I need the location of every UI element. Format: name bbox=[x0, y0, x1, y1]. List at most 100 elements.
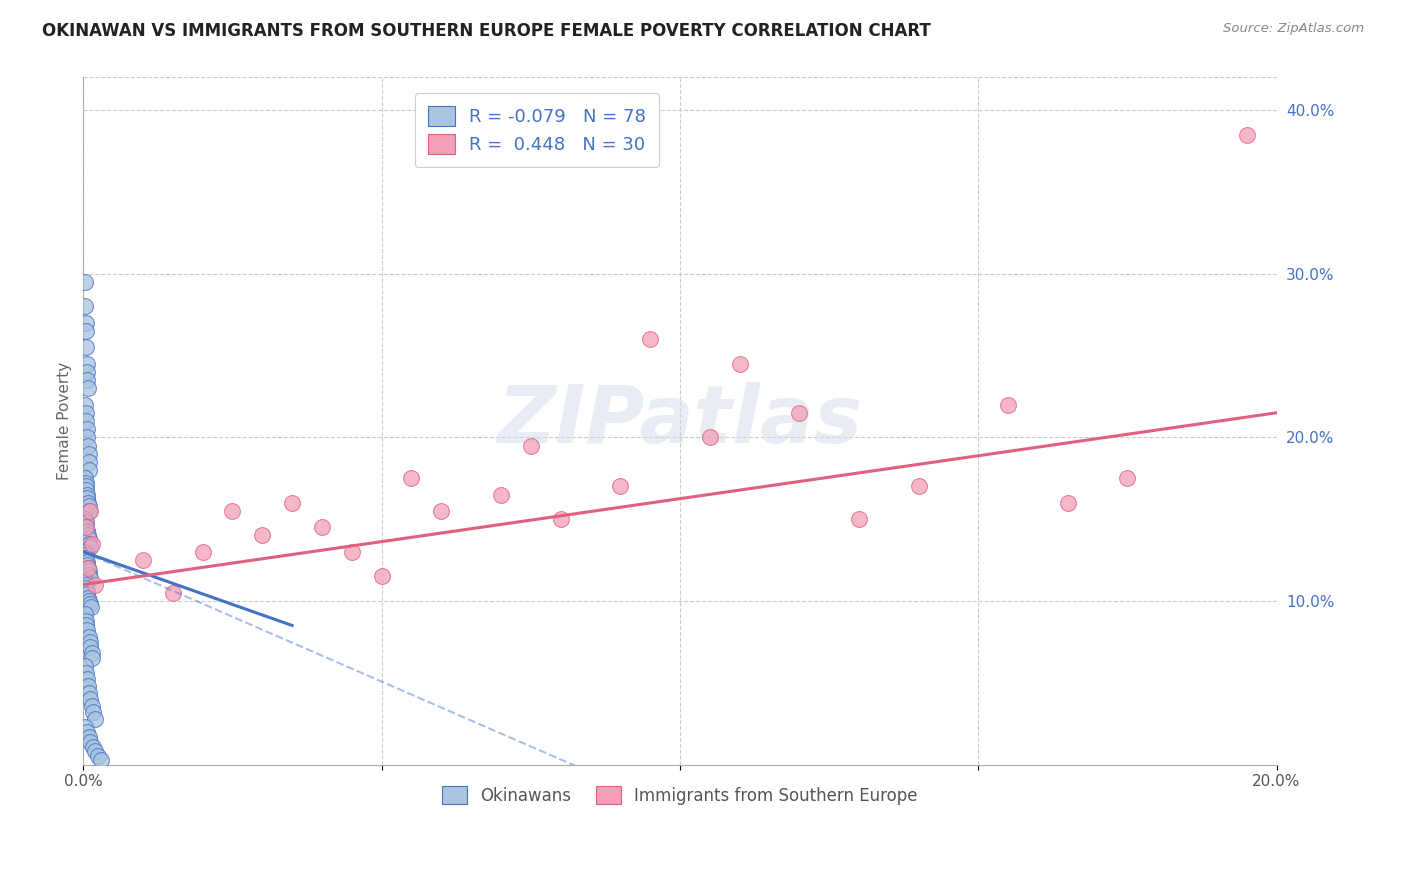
Point bbox=[75, 551, 97, 566]
Point bbox=[848, 512, 870, 526]
Point bbox=[77, 594, 100, 608]
Point bbox=[75, 300, 97, 314]
Point bbox=[75, 577, 97, 591]
Point bbox=[84, 712, 107, 726]
Point bbox=[75, 483, 97, 497]
Point bbox=[82, 536, 104, 550]
Y-axis label: Female Poverty: Female Poverty bbox=[58, 362, 72, 480]
Text: ZIPatlas: ZIPatlas bbox=[498, 382, 862, 460]
Point bbox=[75, 520, 97, 534]
Point bbox=[75, 275, 97, 289]
Point bbox=[75, 324, 97, 338]
Point bbox=[281, 496, 304, 510]
Point bbox=[79, 597, 101, 611]
Point bbox=[77, 463, 100, 477]
Point bbox=[907, 479, 929, 493]
Point bbox=[162, 586, 184, 600]
Point bbox=[76, 357, 98, 371]
Point bbox=[77, 496, 100, 510]
Point bbox=[79, 640, 101, 654]
Point bbox=[76, 491, 98, 505]
Point bbox=[132, 553, 155, 567]
Point bbox=[76, 525, 98, 540]
Point bbox=[519, 438, 541, 452]
Point bbox=[79, 734, 101, 748]
Point bbox=[76, 558, 98, 572]
Point bbox=[76, 373, 98, 387]
Point bbox=[75, 479, 97, 493]
Point bbox=[80, 600, 103, 615]
Point bbox=[75, 618, 97, 632]
Point bbox=[75, 581, 97, 595]
Point bbox=[77, 528, 100, 542]
Point bbox=[82, 651, 104, 665]
Point bbox=[77, 679, 100, 693]
Point bbox=[84, 744, 107, 758]
Point bbox=[77, 565, 100, 579]
Point bbox=[79, 540, 101, 554]
Point bbox=[609, 479, 631, 493]
Point bbox=[77, 685, 100, 699]
Point bbox=[75, 607, 97, 621]
Point bbox=[77, 438, 100, 452]
Point bbox=[76, 524, 98, 538]
Point bbox=[75, 659, 97, 673]
Point bbox=[221, 504, 243, 518]
Point bbox=[77, 536, 100, 550]
Point bbox=[728, 357, 751, 371]
Point bbox=[77, 504, 100, 518]
Point bbox=[77, 630, 100, 644]
Point bbox=[75, 545, 97, 559]
Point bbox=[75, 516, 97, 530]
Point bbox=[75, 316, 97, 330]
Point bbox=[79, 692, 101, 706]
Point bbox=[76, 724, 98, 739]
Point bbox=[82, 739, 104, 754]
Point bbox=[1116, 471, 1139, 485]
Text: Source: ZipAtlas.com: Source: ZipAtlas.com bbox=[1223, 22, 1364, 36]
Point bbox=[77, 730, 100, 744]
Point bbox=[77, 532, 100, 546]
Point bbox=[82, 698, 104, 713]
Point bbox=[638, 332, 661, 346]
Point bbox=[997, 398, 1019, 412]
Point bbox=[550, 512, 572, 526]
Point bbox=[76, 673, 98, 687]
Point bbox=[1056, 496, 1078, 510]
Point bbox=[77, 567, 100, 582]
Point bbox=[401, 471, 423, 485]
Point bbox=[75, 406, 97, 420]
Point bbox=[76, 487, 98, 501]
Point bbox=[76, 555, 98, 569]
Point bbox=[75, 520, 97, 534]
Point bbox=[76, 422, 98, 436]
Point bbox=[75, 665, 97, 680]
Point bbox=[75, 471, 97, 485]
Point bbox=[77, 561, 100, 575]
Point bbox=[340, 545, 363, 559]
Point bbox=[191, 545, 214, 559]
Point bbox=[77, 561, 100, 575]
Point bbox=[77, 499, 100, 513]
Point bbox=[75, 614, 97, 628]
Point bbox=[489, 487, 512, 501]
Point bbox=[79, 504, 101, 518]
Point bbox=[79, 571, 101, 585]
Point bbox=[76, 365, 98, 379]
Point bbox=[252, 528, 274, 542]
Point bbox=[75, 574, 97, 589]
Point bbox=[76, 587, 98, 601]
Point bbox=[90, 753, 112, 767]
Point bbox=[77, 455, 100, 469]
Point bbox=[80, 646, 103, 660]
Point bbox=[79, 635, 101, 649]
Point bbox=[699, 430, 721, 444]
Point bbox=[77, 591, 100, 605]
Point bbox=[787, 406, 810, 420]
Point bbox=[370, 569, 392, 583]
Point bbox=[75, 548, 97, 562]
Point bbox=[430, 504, 453, 518]
Point bbox=[1236, 128, 1258, 142]
Point bbox=[75, 414, 97, 428]
Point bbox=[87, 749, 110, 764]
